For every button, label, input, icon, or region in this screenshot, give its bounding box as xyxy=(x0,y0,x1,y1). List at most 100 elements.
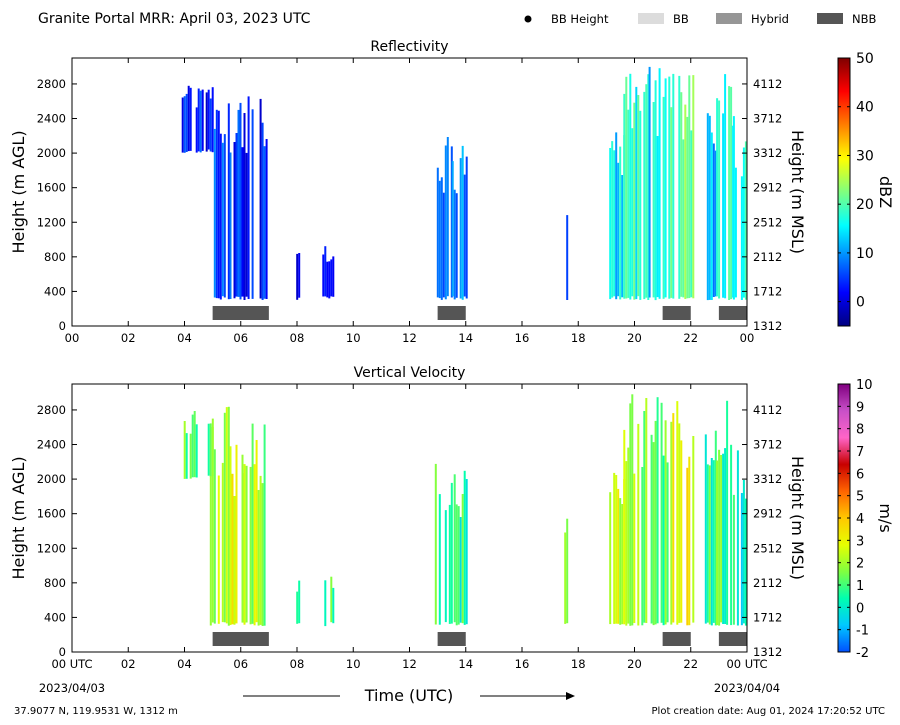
echo-column-12 xyxy=(670,107,673,298)
y2-tick-label: 1312 xyxy=(753,319,782,333)
echo-column-7 xyxy=(459,517,462,623)
echo-column-9 xyxy=(611,141,614,298)
bb-class-bar-0 xyxy=(212,632,269,646)
echo-column-8 xyxy=(566,518,569,624)
echo-column-7 xyxy=(453,474,456,623)
echo-column-15 xyxy=(732,116,735,300)
echo-column-5 xyxy=(332,587,335,624)
echo-column-14 xyxy=(728,86,731,300)
echo-column-0 xyxy=(199,90,202,153)
echo-column-1 xyxy=(215,109,218,299)
colorbar-tick-label: 10 xyxy=(856,378,873,393)
x-tick-label: 10 xyxy=(346,331,361,345)
echo-column-1 xyxy=(219,133,222,300)
echo-column-14 xyxy=(724,448,727,624)
echo-column-12 xyxy=(668,76,671,299)
echo-column-14 xyxy=(716,460,719,626)
echo-column-2 xyxy=(241,147,244,297)
x-tick-label: 08 xyxy=(290,657,305,671)
plot-area xyxy=(181,66,747,301)
echo-column-6 xyxy=(438,494,441,625)
echo-column-7 xyxy=(459,158,462,299)
y-tick-label: 400 xyxy=(44,284,66,298)
y-tick-label: 0 xyxy=(59,319,66,333)
echo-column-3 xyxy=(245,465,248,623)
echo-column-15 xyxy=(744,141,747,300)
echo-column-6 xyxy=(434,463,437,625)
colorbar-tick-label: 2 xyxy=(856,557,864,572)
echo-column-3 xyxy=(243,464,246,624)
echo-column-12 xyxy=(672,73,675,299)
echo-column-0 xyxy=(207,89,210,150)
echo-column-9 xyxy=(621,504,624,625)
echo-column-12 xyxy=(672,413,675,623)
echo-column-9 xyxy=(619,498,622,625)
echo-column-6 xyxy=(450,482,453,624)
echo-column-9 xyxy=(617,488,620,624)
echo-column-3 xyxy=(255,440,258,623)
echo-column-5 xyxy=(324,580,327,627)
echo-column-3 xyxy=(253,464,256,626)
colorbar-tick-label: 40 xyxy=(856,100,874,116)
y-tick-label: 2800 xyxy=(37,77,66,91)
x-tick-label: 22 xyxy=(683,657,698,671)
legend: BB Height BB Hybrid NBB xyxy=(524,12,876,26)
echo-column-11 xyxy=(656,397,659,624)
y-tick-label: 2400 xyxy=(37,112,66,126)
y2-tick-label: 1712 xyxy=(753,610,782,624)
echo-column-2 xyxy=(229,446,232,625)
echo-column-6 xyxy=(442,192,445,298)
echo-column-9 xyxy=(613,472,616,624)
echo-column-0 xyxy=(205,92,208,152)
echo-column-2 xyxy=(231,473,234,625)
echo-column-3 xyxy=(251,109,254,299)
y-tick-label: 1600 xyxy=(37,507,66,521)
echo-column-13 xyxy=(710,132,713,300)
y-tick-label: 400 xyxy=(44,610,66,624)
echo-column-0 xyxy=(191,414,194,478)
y2-tick-label: 1312 xyxy=(753,645,782,659)
bb-class-bar-2 xyxy=(662,632,691,646)
echo-column-3 xyxy=(263,424,266,626)
echo-column-9 xyxy=(619,146,622,300)
echo-column-13 xyxy=(708,115,711,300)
x-tick-label: 10 xyxy=(346,657,361,671)
echo-column-0 xyxy=(185,93,188,152)
colorbar-tick-label: 1 xyxy=(856,579,864,594)
echo-column-10 xyxy=(625,76,628,299)
echo-column-1 xyxy=(211,418,214,623)
y2-tick-label: 2512 xyxy=(753,541,782,555)
echo-column-13 xyxy=(712,460,715,623)
y-tick-label: 2000 xyxy=(37,472,66,486)
colorbar-label: dBZ xyxy=(876,176,895,208)
echo-column-11 xyxy=(662,455,665,626)
echo-column-5 xyxy=(326,261,329,298)
echo-column-7 xyxy=(465,156,468,299)
echo-column-1 xyxy=(225,407,228,624)
echo-column-11 xyxy=(664,420,667,625)
echo-column-1 xyxy=(217,110,220,299)
echo-column-9 xyxy=(615,132,618,300)
x-tick-label: 12 xyxy=(402,657,417,671)
echo-column-12 xyxy=(680,440,683,623)
echo-column-3 xyxy=(259,475,262,625)
echo-column-14 xyxy=(724,74,727,299)
colorbar-tick-label: 20 xyxy=(856,197,874,213)
echo-column-3 xyxy=(257,490,260,626)
y2-tick-label: 2912 xyxy=(753,181,782,195)
echo-column-12 xyxy=(670,421,673,625)
y-tick-label: 800 xyxy=(44,576,66,590)
echo-column-9 xyxy=(621,175,624,298)
colorbar-tick-label: -1 xyxy=(856,624,869,639)
colorbar-tick-label: 0 xyxy=(856,601,864,616)
echo-column-12 xyxy=(676,401,679,625)
echo-column-0 xyxy=(189,87,192,151)
echo-column-11 xyxy=(654,80,657,301)
echo-column-3 xyxy=(251,423,254,624)
echo-column-13 xyxy=(704,434,707,624)
echo-column-5 xyxy=(324,246,327,297)
echo-column-7 xyxy=(461,145,464,300)
y2-tick-label: 2912 xyxy=(753,507,782,521)
